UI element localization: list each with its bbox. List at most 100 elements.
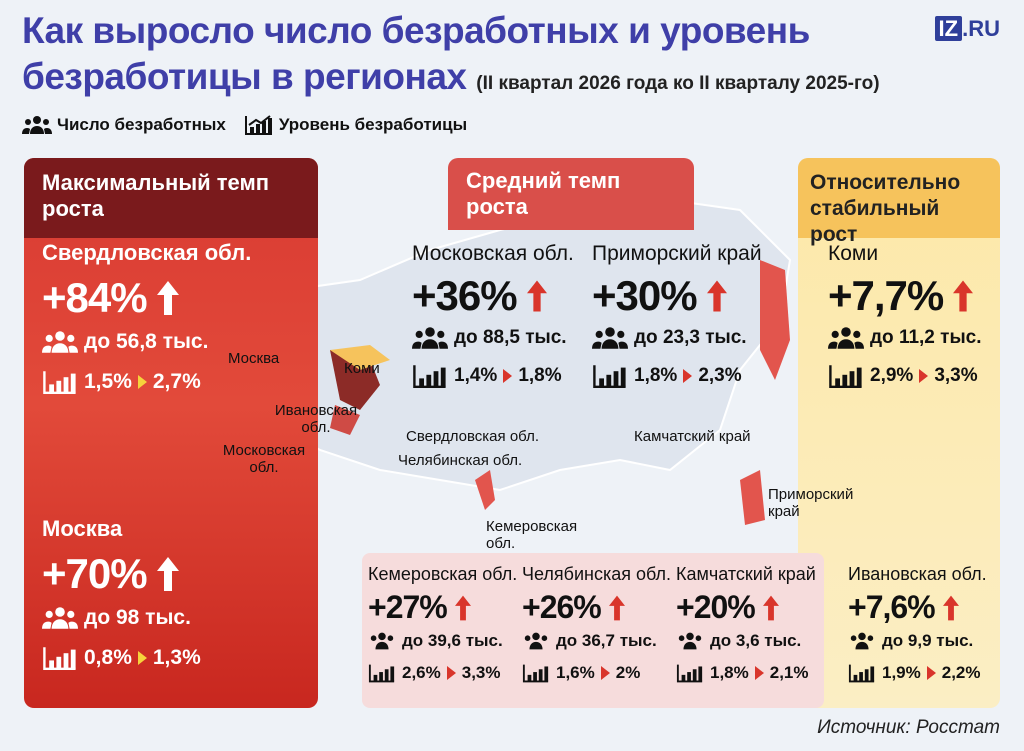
chart-rise-icon xyxy=(43,371,76,394)
unemployed-count: до 11,2 тыс. xyxy=(870,327,982,348)
arrow-up-icon xyxy=(706,280,727,312)
unemployed-count: до 88,5 тыс. xyxy=(454,327,567,348)
chart-rise-icon xyxy=(522,664,549,683)
group-mid-label: Средний темп роста xyxy=(448,158,694,230)
unemployed-count: до 23,3 тыс. xyxy=(634,327,747,348)
source-note: Источник: Росстат xyxy=(817,717,1000,738)
change-arrow-icon xyxy=(446,666,456,680)
rate-to: 2% xyxy=(615,663,641,682)
chart-rise-icon xyxy=(43,647,76,670)
chart-rise-icon xyxy=(848,664,875,683)
legend: Число безработных Уровень безработицы xyxy=(22,114,467,136)
card-komi: Коми +7,7% до 11,2 тыс. 2,9% 3,3% xyxy=(828,242,982,390)
growth-value: +7,7% xyxy=(828,272,944,319)
region-name: Ивановская обл. xyxy=(848,564,987,584)
rate-to: 2,3% xyxy=(698,365,742,386)
chart-rise-icon xyxy=(413,365,446,388)
growth-value: +26% xyxy=(522,589,602,625)
arrow-up-icon xyxy=(526,280,547,312)
rate-to: 1,8% xyxy=(518,365,562,386)
region-name: Приморский край xyxy=(592,242,762,265)
arrow-up-icon xyxy=(156,557,179,591)
growth-value: +30% xyxy=(592,272,698,319)
arrow-up-icon xyxy=(953,280,974,312)
rate-from: 1,8% xyxy=(634,365,678,386)
region-name: Кемеровская обл. xyxy=(368,564,518,584)
change-arrow-icon xyxy=(137,375,147,389)
arrow-up-icon xyxy=(454,595,471,620)
rate-to: 1,3% xyxy=(152,646,201,669)
card-kamchatka: Камчатский край +20% до 3,6 тыс. 1,8% 2,… xyxy=(676,564,816,684)
change-arrow-icon xyxy=(919,369,929,383)
chart-rise-icon xyxy=(368,664,395,683)
map-label-mosobl: Московская обл. xyxy=(222,442,306,476)
chart-rise-icon xyxy=(676,664,703,683)
card-moscow: Москва +70% до 98 тыс. 0,8% 1,3% xyxy=(42,516,201,672)
arrow-up-icon xyxy=(762,595,779,620)
rate-from: 1,8% xyxy=(710,663,749,682)
growth-value: +70% xyxy=(42,550,148,597)
people-icon xyxy=(592,327,628,349)
logo: IZ .RU xyxy=(934,16,1000,42)
card-chelyabinsk: Челябинская обл. +26% до 36,7 тыс. 1,6% … xyxy=(522,564,671,684)
map-label-kamchatka: Камчатский край xyxy=(634,428,751,445)
card-mosobl: Московская обл. +36% до 88,5 тыс. 1,4% 1… xyxy=(412,242,574,390)
group-max-label: Максимальный темп роста xyxy=(24,158,318,238)
people-icon xyxy=(42,607,78,629)
chart-rise-icon xyxy=(244,115,272,135)
people-icon xyxy=(850,632,874,650)
people-icon xyxy=(828,327,864,349)
title-line-2: безработицы в регионах xyxy=(22,56,467,97)
rate-to: 2,2% xyxy=(941,663,981,682)
kamchatka-area xyxy=(760,260,790,380)
region-name: Камчатский край xyxy=(676,564,816,584)
rate-from: 0,8% xyxy=(84,646,132,669)
rate-from: 1,6% xyxy=(556,663,595,682)
unemployed-count: до 56,8 тыс. xyxy=(84,330,209,353)
chart-rise-icon xyxy=(829,365,862,388)
map-label-ivanovo: Ивановская обл. xyxy=(274,402,358,436)
kemerovo-area xyxy=(475,470,495,510)
region-name: Челябинская обл. xyxy=(522,564,672,584)
rate-from: 1,9% xyxy=(882,663,921,682)
map-label-primorye: Приморский край xyxy=(768,486,854,520)
unemployed-count: до 9,9 тыс. xyxy=(882,631,974,650)
unemployed-count: до 36,7 тыс. xyxy=(556,631,657,650)
unemployed-count: до 98 тыс. xyxy=(84,606,191,629)
map-label-moscow: Москва xyxy=(228,350,280,367)
change-arrow-icon xyxy=(926,666,936,680)
legend-rate: Уровень безработицы xyxy=(244,114,467,136)
panel-stable-growth: Относительно стабильный рост xyxy=(798,158,1000,708)
growth-value: +36% xyxy=(412,272,518,319)
change-arrow-icon xyxy=(683,369,693,383)
map-label-sverdlovsk: Свердловская обл. xyxy=(406,428,539,445)
people-icon xyxy=(370,632,394,650)
subtitle: (II квартал 2026 года ко II кварталу 202… xyxy=(476,73,880,94)
rate-to: 2,7% xyxy=(152,370,201,393)
page-title: Как выросло число безработных и уровень … xyxy=(22,8,922,107)
region-name: Москва xyxy=(42,516,123,541)
people-icon xyxy=(22,116,52,134)
rate-to: 2,1% xyxy=(769,663,809,682)
arrow-up-icon xyxy=(608,595,625,620)
people-icon xyxy=(412,327,448,349)
primorye-area xyxy=(740,470,765,525)
rate-from: 2,6% xyxy=(402,663,441,682)
region-name: Свердловская обл. xyxy=(42,240,252,265)
chelyabinsk-area xyxy=(330,405,360,435)
rate-from: 2,9% xyxy=(870,365,914,386)
panel-mid-bottom xyxy=(362,553,824,708)
card-kemerovo: Кемеровская обл. +27% до 39,6 тыс. 2,6% … xyxy=(368,564,517,684)
change-arrow-icon xyxy=(137,651,147,665)
group-stable-label: Относительно стабильный рост xyxy=(798,158,1000,246)
rate-to: 3,3% xyxy=(934,365,978,386)
map-label-chelyabinsk: Челябинская обл. xyxy=(398,452,523,469)
card-primorye: Приморский край +30% до 23,3 тыс. 1,8% 2… xyxy=(592,242,762,390)
arrow-up-icon xyxy=(156,281,179,315)
growth-value: +27% xyxy=(368,589,448,625)
arrow-up-icon xyxy=(942,595,959,620)
people-icon xyxy=(42,331,78,353)
chart-rise-icon xyxy=(593,365,626,388)
region-name: Московская обл. xyxy=(412,242,574,265)
people-icon xyxy=(524,632,548,650)
